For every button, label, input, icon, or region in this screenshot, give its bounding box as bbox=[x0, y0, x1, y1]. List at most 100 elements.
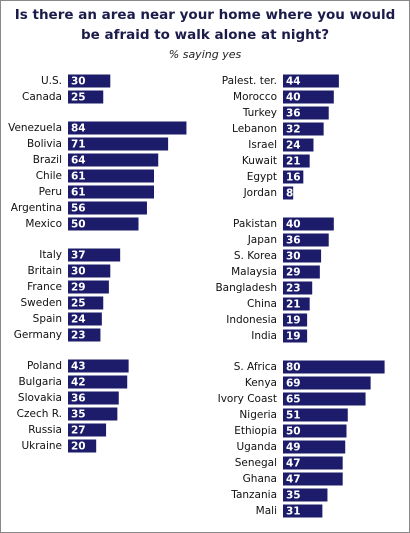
value-label: 8 bbox=[286, 188, 293, 200]
bar bbox=[283, 154, 310, 168]
bar bbox=[68, 280, 109, 294]
category-label: Spain bbox=[33, 313, 62, 325]
category-label: Ethiopia bbox=[234, 425, 277, 437]
category-label: Mali bbox=[256, 505, 277, 517]
bar bbox=[68, 375, 128, 389]
category-label: U.S. bbox=[41, 75, 62, 87]
value-label: 25 bbox=[71, 92, 86, 104]
category-label: Pakistan bbox=[233, 218, 277, 230]
value-label: 32 bbox=[286, 124, 301, 136]
value-label: 40 bbox=[286, 219, 301, 231]
category-label: Venezuela bbox=[8, 122, 62, 134]
bar bbox=[68, 328, 101, 342]
category-label: Canada bbox=[22, 91, 62, 103]
category-label: Russia bbox=[28, 424, 62, 436]
bar bbox=[68, 217, 139, 231]
category-label: Kenya bbox=[245, 377, 277, 389]
value-label: 21 bbox=[286, 156, 301, 168]
bar bbox=[68, 153, 159, 167]
category-label: Peru bbox=[39, 186, 62, 198]
bar bbox=[283, 408, 348, 422]
bar bbox=[283, 504, 323, 518]
value-label: 43 bbox=[71, 361, 86, 373]
bar bbox=[283, 217, 334, 231]
bar bbox=[283, 138, 314, 152]
bar bbox=[68, 391, 119, 405]
value-label: 71 bbox=[71, 139, 86, 151]
bar bbox=[283, 376, 371, 390]
bar bbox=[283, 456, 343, 470]
bar bbox=[68, 90, 104, 104]
value-label: 24 bbox=[286, 140, 301, 152]
bar bbox=[283, 170, 304, 184]
category-label: Czech R. bbox=[17, 408, 62, 420]
bar bbox=[68, 121, 187, 135]
value-label: 36 bbox=[286, 108, 301, 120]
bar bbox=[283, 440, 346, 454]
category-label: Lebanon bbox=[232, 123, 277, 135]
category-label: China bbox=[247, 298, 277, 310]
category-label: Ghana bbox=[243, 473, 277, 485]
bar bbox=[283, 74, 339, 88]
category-label: France bbox=[27, 281, 62, 293]
value-label: 65 bbox=[286, 394, 301, 406]
category-label: Senegal bbox=[235, 457, 277, 469]
bar bbox=[283, 265, 320, 279]
value-label: 30 bbox=[71, 266, 86, 278]
bar bbox=[68, 264, 111, 278]
bar bbox=[68, 296, 104, 310]
chart-title: be afraid to walk alone at night? bbox=[81, 27, 329, 43]
category-label: S. Africa bbox=[234, 361, 277, 373]
category-label: Nigeria bbox=[239, 409, 277, 421]
value-label: 23 bbox=[71, 330, 86, 342]
category-label: Turkey bbox=[242, 107, 277, 119]
bar bbox=[283, 488, 328, 502]
value-label: 35 bbox=[71, 409, 86, 421]
value-label: 42 bbox=[71, 377, 86, 389]
bar bbox=[283, 281, 313, 295]
bar bbox=[68, 439, 97, 453]
category-label: India bbox=[251, 330, 277, 342]
category-label: Bangladesh bbox=[215, 282, 277, 294]
category-label: Germany bbox=[14, 329, 62, 341]
category-label: Britain bbox=[27, 265, 62, 277]
value-label: 36 bbox=[286, 235, 301, 247]
category-label: Malaysia bbox=[231, 266, 277, 278]
value-label: 30 bbox=[71, 76, 86, 88]
bar bbox=[283, 313, 308, 327]
value-label: 56 bbox=[71, 203, 86, 215]
value-label: 37 bbox=[71, 250, 86, 262]
value-label: 61 bbox=[71, 187, 86, 199]
bar bbox=[283, 90, 334, 104]
category-label: Egypt bbox=[247, 171, 277, 183]
value-label: 40 bbox=[286, 92, 301, 104]
bar bbox=[283, 249, 322, 263]
value-label: 29 bbox=[71, 282, 86, 294]
value-label: 31 bbox=[286, 506, 301, 518]
category-label: Argentina bbox=[11, 202, 62, 214]
category-label: Italy bbox=[39, 249, 62, 261]
bar bbox=[283, 186, 294, 200]
bar bbox=[68, 201, 147, 215]
value-label: 35 bbox=[286, 490, 301, 502]
category-label: Ukraine bbox=[21, 440, 62, 452]
value-label: 23 bbox=[286, 283, 301, 295]
bar bbox=[283, 106, 329, 120]
bar bbox=[283, 329, 308, 343]
bar bbox=[68, 312, 102, 326]
bar bbox=[68, 137, 169, 151]
category-label: Tanzania bbox=[230, 489, 277, 501]
value-label: 36 bbox=[71, 393, 86, 405]
value-label: 80 bbox=[286, 362, 301, 374]
category-label: Sweden bbox=[21, 297, 63, 309]
value-label: 19 bbox=[286, 331, 301, 343]
category-label: Chile bbox=[36, 170, 62, 182]
bar bbox=[283, 233, 329, 247]
value-label: 50 bbox=[286, 426, 301, 438]
value-label: 27 bbox=[71, 425, 86, 437]
bar bbox=[68, 407, 118, 421]
category-label: Poland bbox=[27, 360, 62, 372]
category-label: Japan bbox=[247, 234, 277, 246]
bar bbox=[68, 185, 155, 199]
value-label: 44 bbox=[286, 76, 301, 88]
